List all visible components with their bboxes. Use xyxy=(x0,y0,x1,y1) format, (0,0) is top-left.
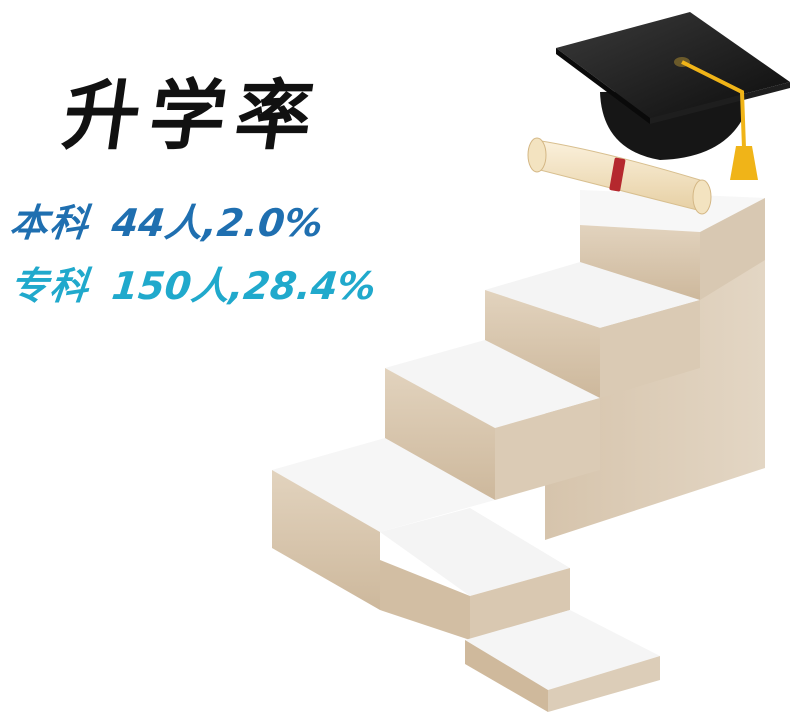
graduation-cap-icon xyxy=(556,12,790,180)
diploma-scroll-icon xyxy=(527,137,712,215)
stairs-icon xyxy=(272,190,765,712)
